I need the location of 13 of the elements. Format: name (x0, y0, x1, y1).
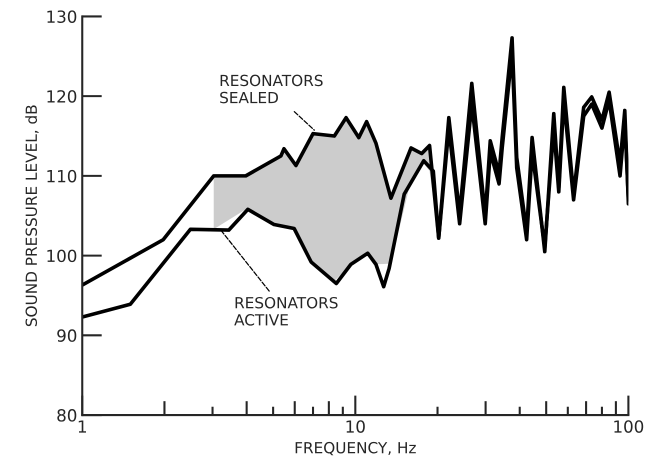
annotation: RESONATORS SEALED (220, 74, 323, 104)
y-tick-label: 120 (47, 90, 76, 103)
x-tick-label: 10 (346, 420, 365, 433)
annotation: RESONATORS ACTIVE (234, 296, 338, 326)
y-tick-label: 90 (57, 329, 76, 342)
y-tick-label: 100 (47, 250, 76, 262)
y-tick-label: 80 (57, 409, 76, 422)
x-axis-title: FREQUENCY, Hz (296, 442, 416, 456)
y-axis-title: SOUND PRESSURE LEVEL, dB (25, 105, 39, 326)
x-tick-label: 100 (614, 420, 644, 433)
y-tick-label: 110 (47, 170, 76, 182)
y-tick-label: 130 (47, 10, 76, 23)
x-tick-label: 1 (78, 420, 86, 433)
